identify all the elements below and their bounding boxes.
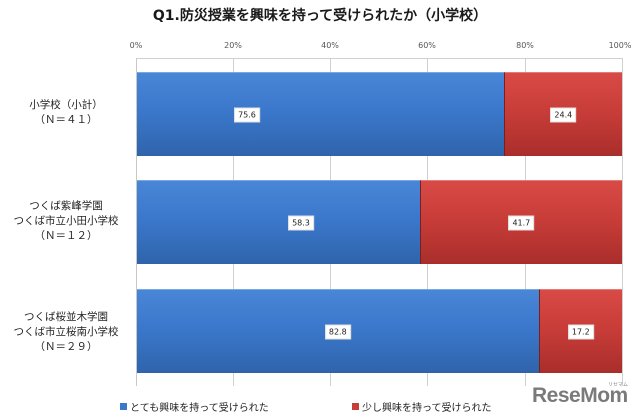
category-label-ounan-elementary: つくば桜並木学園 つくば市立桜南小学校 （Ｎ＝２９）: [13, 311, 119, 353]
legend-item-somewhat-interested: 少し興味を持って受けられた: [352, 399, 492, 414]
bar-row-oda-elementary: 58.3 41.7: [137, 180, 622, 264]
bar-segment-somewhat-interested: 17.2: [538, 289, 622, 373]
x-tick-label: 40%: [321, 41, 339, 50]
bar-row-elementary-total: 75.6 24.4: [137, 72, 622, 156]
category-label-oda-elementary: つくば紫峰学園 つくば市立小田小学校 （Ｎ＝１２）: [13, 200, 119, 242]
plot-frame-top: [136, 58, 622, 59]
legend-item-very-interested: とても興味を持って受けられた: [120, 399, 269, 414]
data-label: 24.4: [550, 107, 577, 122]
x-tick-label: 80%: [516, 41, 534, 50]
x-tick-label: 100%: [608, 41, 632, 50]
x-tick-label: 60%: [418, 41, 436, 50]
x-tick-label: 20%: [224, 41, 242, 50]
y-axis-line: [136, 58, 137, 386]
data-label: 82.8: [324, 324, 351, 339]
data-label: 17.2: [567, 324, 594, 339]
bar-segment-very-interested: 58.3: [137, 180, 420, 264]
bar-segment-somewhat-interested: 24.4: [503, 72, 622, 156]
x-tick-label: 0%: [129, 41, 143, 50]
data-label: 75.6: [234, 107, 260, 122]
legend-swatch-blue: [120, 403, 127, 410]
gridline-100: [622, 58, 623, 386]
bar-segment-very-interested: 82.8: [137, 289, 539, 373]
watermark-ruby: リセマム: [608, 382, 629, 388]
bar-segment-very-interested: 75.6: [137, 72, 504, 156]
bar-segment-somewhat-interested: 41.7: [419, 180, 622, 264]
category-label-elementary-total: 小学校（小計） （Ｎ＝４１）: [29, 99, 103, 126]
data-label: 58.3: [288, 215, 314, 230]
bar-row-ounan-elementary: 82.8 17.2: [137, 289, 622, 373]
legend-swatch-red: [352, 403, 359, 410]
data-label: 41.7: [508, 215, 535, 230]
chart-title: Q1.防災授業を興味を持って受けられたか（小学校）: [152, 8, 488, 24]
resemom-logo: ReseMom: [532, 384, 628, 407]
